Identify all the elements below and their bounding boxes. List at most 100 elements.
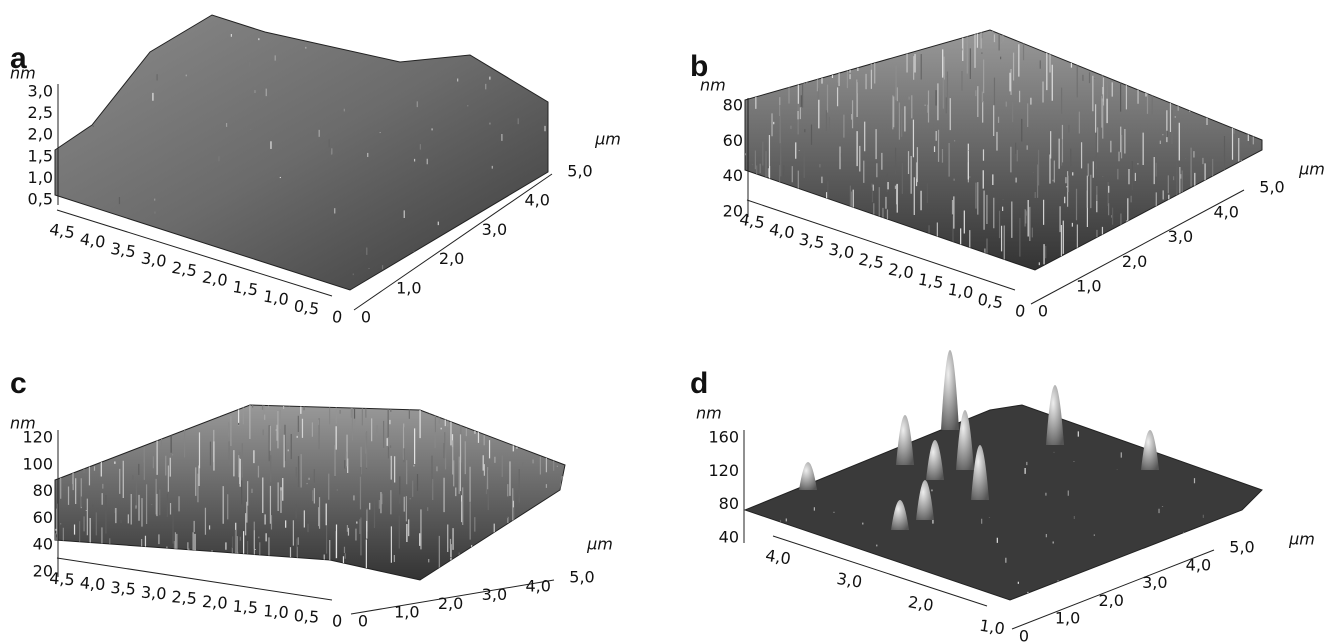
y-unit: μm <box>1288 530 1315 549</box>
y-tick-label: 3,0 <box>1168 227 1193 246</box>
y-tick-label: 5,0 <box>569 568 594 587</box>
y-axis <box>350 579 555 615</box>
z-tick-label: 1,0 <box>28 168 53 187</box>
x-tick-label: 0,5 <box>293 606 320 627</box>
y-tick-label: 5,0 <box>1229 538 1254 557</box>
x-tick-label: 1,0 <box>947 280 975 303</box>
z-tick-label: 80 <box>723 96 743 115</box>
x-axis <box>56 209 333 297</box>
x-tick-label: 3,0 <box>140 583 167 604</box>
peak <box>971 445 989 500</box>
z-tick-label: 120 <box>708 461 739 480</box>
y-tick-label: 5,0 <box>1259 178 1284 197</box>
x-tick-label: 0,5 <box>293 296 321 319</box>
x-tick-label: 0 <box>1014 301 1027 321</box>
x-tick-label: 3,0 <box>835 569 863 592</box>
z-unit: nm <box>10 64 36 83</box>
y-tick-label: 1,0 <box>1076 277 1101 296</box>
x-tick-label: 4,0 <box>764 546 792 569</box>
panel-label: d <box>690 367 708 400</box>
x-tick-label: 0,5 <box>976 290 1004 313</box>
peak <box>896 415 914 465</box>
y-tick-label: 3,0 <box>482 220 507 239</box>
z-tick-label: 3,0 <box>28 82 53 101</box>
z-tick-label: 40 <box>723 166 743 185</box>
y-tick-label: 4,0 <box>1213 202 1238 221</box>
peak <box>799 462 817 490</box>
y-tick-label: 0 <box>1019 627 1029 642</box>
peak <box>916 480 934 520</box>
y-tick-label: 5,0 <box>567 162 592 181</box>
peak <box>1046 385 1064 445</box>
peak <box>956 410 974 470</box>
peak <box>926 440 944 480</box>
z-tick-label: 20 <box>723 202 743 221</box>
x-tick-label: 0 <box>331 307 344 327</box>
z-tick-label: 1,5 <box>28 146 53 165</box>
x-tick-label: 2,0 <box>907 592 935 615</box>
y-tick-label: 2,0 <box>1098 591 1123 610</box>
peak <box>941 350 959 430</box>
x-tick-label: 4,0 <box>768 220 796 243</box>
x-tick-label: 2,5 <box>857 250 885 273</box>
x-tick-label: 4,0 <box>79 573 106 594</box>
x-tick-label: 1,0 <box>262 287 290 310</box>
x-tick-label: 4,0 <box>79 229 107 252</box>
y-tick-label: 4,0 <box>1186 555 1211 574</box>
z-tick-label: 0,5 <box>28 190 53 209</box>
x-tick-label: 1,5 <box>232 597 259 618</box>
y-tick-label: 0 <box>361 308 371 327</box>
z-tick-label: 40 <box>33 535 53 554</box>
afm-panel: d nm 40 80 120 160 4,0 3,0 2,0 1,0 0 1,0 2,0 3,0 4,0 5,… <box>690 350 1315 642</box>
y-unit: μm <box>1298 160 1325 179</box>
x-tick-label: 4,5 <box>738 210 766 233</box>
y-tick-label: 2,0 <box>1122 252 1147 271</box>
y-tick-label: 4,0 <box>524 191 549 210</box>
z-tick-label: 60 <box>33 508 53 527</box>
y-tick-label: 1,0 <box>1055 609 1080 628</box>
x-tick-label: 0 <box>331 611 343 631</box>
peak <box>891 500 909 530</box>
x-axis <box>56 557 333 601</box>
y-tick-label: 0 <box>358 612 368 631</box>
z-tick-label: 40 <box>719 528 739 547</box>
z-tick-label: 60 <box>723 131 743 150</box>
z-tick-label: 2,0 <box>28 125 53 144</box>
peak <box>1141 430 1159 470</box>
y-unit: μm <box>594 130 621 149</box>
x-tick-label: 2,5 <box>170 258 198 281</box>
y-tick-label: 0 <box>1038 302 1048 321</box>
y-unit: μm <box>586 535 613 554</box>
y-axis <box>353 173 553 311</box>
y-axis <box>1030 189 1245 305</box>
x-tick-label: 3,5 <box>110 578 137 599</box>
z-tick-label: 80 <box>719 494 739 513</box>
z-tick-label: 20 <box>33 562 53 581</box>
y-tick-label: 1,0 <box>396 278 421 297</box>
y-axis <box>1011 549 1215 630</box>
y-tick-label: 4,0 <box>525 576 550 595</box>
x-tick-label: 3,0 <box>827 240 855 263</box>
x-axis <box>772 535 988 607</box>
y-tick-label: 2,0 <box>438 594 463 613</box>
surface <box>743 404 1263 601</box>
x-tick-label: 1,5 <box>917 270 945 293</box>
z-tick-label: 120 <box>22 428 53 447</box>
x-tick-label: 4,5 <box>48 220 76 243</box>
x-tick-label: 2,0 <box>201 592 228 613</box>
z-unit: nm <box>696 404 722 423</box>
x-tick-label: 1,0 <box>978 616 1006 639</box>
panel-label: a <box>10 42 27 75</box>
z-tick-label: 80 <box>33 481 53 500</box>
panel-label: c <box>10 367 27 400</box>
surface <box>54 14 549 291</box>
x-tick-label: 1,5 <box>231 277 259 300</box>
y-tick-label: 3,0 <box>1142 573 1167 592</box>
z-unit: nm <box>700 76 726 95</box>
x-tick-label: 3,0 <box>140 248 168 271</box>
x-tick-label: 2,0 <box>887 260 915 283</box>
x-tick-label: 3,5 <box>798 230 826 253</box>
z-unit: nm <box>10 414 36 433</box>
